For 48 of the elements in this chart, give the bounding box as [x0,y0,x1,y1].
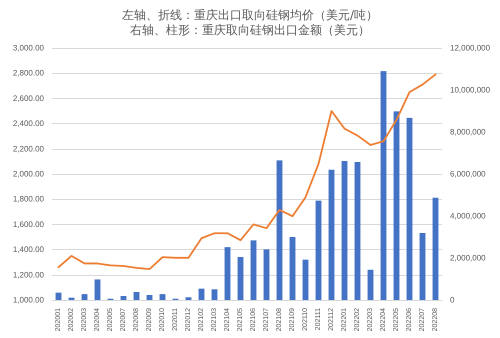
y-tick-label: 1,200.00 [12,270,45,280]
bar [198,288,204,300]
bar [56,292,62,300]
bar [186,297,192,300]
bar [212,289,218,300]
bar [316,200,322,300]
bar [420,233,426,300]
bar [120,296,126,300]
bar [250,240,256,300]
chart-subtitle: 右轴、柱形：重庆取向硅钢出口金额（美元） [130,23,370,37]
bar [238,256,244,300]
y-tick-label: 1,000.00 [12,296,45,304]
bar [354,162,360,300]
y-tick-label: 2,600.00 [12,94,45,103]
bar [380,71,386,300]
y-tick-label: 2,200.00 [12,144,45,154]
y-tick-label: 1,400.00 [12,245,45,254]
y2-tick-label: 12,000,000 [450,44,491,52]
bar [406,118,412,300]
bar [146,294,152,300]
bar [290,237,296,300]
bar [342,160,348,300]
bar [302,260,308,300]
y2-tick-label: 6,000,000 [450,170,486,178]
y-tick-label: 2,000.00 [12,170,45,178]
y-tick-label: 2,400.00 [12,119,45,128]
bar [432,198,438,300]
bar [368,270,374,300]
bar [276,160,282,300]
line-series [58,74,436,270]
y2-tick-label: 2,000,000 [450,254,486,262]
bar [264,249,270,300]
bar [328,170,334,300]
bar [160,294,166,300]
chart-title: 左轴、折线：重庆出口取向硅钢均价（美元/吨） [122,8,378,22]
y2-tick-label: 10,000,000 [450,86,491,94]
y-tick-label: 1,800.00 [12,194,45,204]
y-tick-label: 3,000.00 [12,44,45,52]
bar [82,294,88,300]
y2-tick-label: 4,000,000 [450,212,486,220]
bar [94,279,100,300]
bar [224,247,230,300]
bar [394,111,400,300]
y2-tick-label: 8,000,000 [450,128,486,136]
y2-tick-label: 0 [450,296,455,304]
y-tick-label: 1,600.00 [12,220,45,229]
bar [134,292,140,300]
y-tick-label: 2,800.00 [12,68,45,78]
